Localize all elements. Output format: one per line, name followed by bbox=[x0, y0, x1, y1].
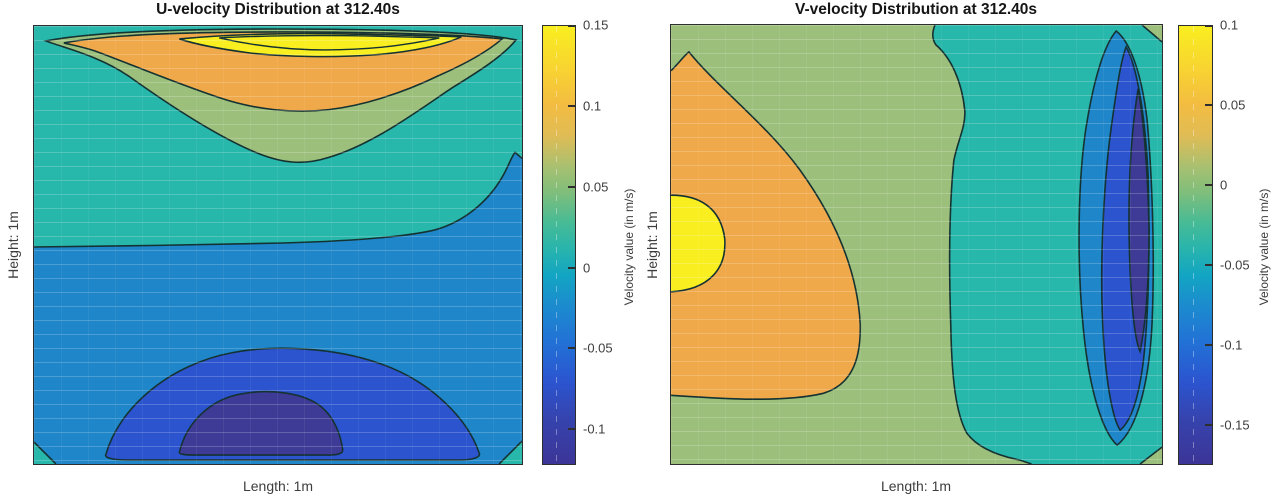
u-colorbar-tick-mark bbox=[568, 428, 575, 430]
u-band-indigo-dome bbox=[178, 390, 344, 456]
v-contour-line-yellow bbox=[671, 194, 726, 293]
u-plot-x-axis-label: Length: 1m bbox=[242, 478, 314, 494]
u-colorbar-tick-label: 0.1 bbox=[583, 98, 602, 114]
u-colorbar-tick-mark bbox=[568, 267, 575, 269]
v-colorbar-label: Velocity value (in m/s) bbox=[1257, 188, 1271, 306]
u-colorbar-tick-label: -0.05 bbox=[583, 340, 613, 356]
v-plot-contour-svg bbox=[671, 25, 1162, 464]
v-colorbar-tick-label: -0.05 bbox=[1220, 257, 1250, 273]
v-colorbar-tick-mark bbox=[1205, 184, 1212, 186]
u-colorbar-tick-label: 0.05 bbox=[583, 179, 609, 195]
u-plot-title: U-velocity Distribution at 312.40s bbox=[156, 1, 400, 18]
v-band-orange-region bbox=[671, 51, 861, 400]
v-colorbar-tick-label: -0.1 bbox=[1220, 337, 1243, 353]
u-corner-line-bottom-left bbox=[34, 441, 57, 464]
v-plot-area bbox=[670, 24, 1163, 465]
v-contour-line-orange bbox=[671, 50, 862, 401]
u-contour-inner-yellow bbox=[219, 35, 440, 51]
u-colorbar-tick-mark bbox=[568, 186, 575, 188]
u-contour-line-zero bbox=[34, 151, 522, 248]
u-plot-y-axis-label: Height: 1m bbox=[5, 211, 21, 279]
v-plot-colorbar bbox=[1178, 25, 1213, 465]
v-colorbar-tick-mark bbox=[1205, 104, 1212, 106]
u-plot-colorbar bbox=[542, 25, 576, 465]
u-plot-contour-svg bbox=[34, 26, 522, 464]
v-colorbar-tick-mark bbox=[1205, 25, 1212, 27]
v-corner-line-bottom-right bbox=[1139, 446, 1162, 464]
v-colorbar-tick-label: 0 bbox=[1220, 177, 1228, 193]
v-band-indigo-sliver bbox=[1128, 88, 1150, 355]
u-colorbar-tick-mark bbox=[568, 347, 575, 349]
u-plot-area bbox=[33, 25, 523, 465]
u-colorbar-tick-label: 0 bbox=[583, 260, 591, 276]
v-band-yellow-blob bbox=[671, 195, 725, 292]
v-contour-line-zero bbox=[932, 25, 1032, 464]
v-plot-x-axis-label: Length: 1m bbox=[880, 478, 952, 494]
u-colorbar-tick-mark bbox=[568, 25, 575, 27]
u-colorbar-label: Velocity value (in m/s) bbox=[622, 188, 636, 306]
u-colorbar-tick-label: 0.15 bbox=[583, 17, 609, 33]
v-colorbar-tick-label: 0.05 bbox=[1220, 97, 1246, 113]
u-corner-line-bottom-right bbox=[498, 440, 522, 464]
v-colorbar-tick-label: -0.15 bbox=[1220, 417, 1250, 433]
v-plot-y-axis-label: Height: 1m bbox=[644, 211, 660, 279]
v-plot-title: V-velocity Distribution at 312.40s bbox=[794, 1, 1038, 18]
v-corner-line-top-right bbox=[1141, 25, 1162, 43]
v-colorbar-tick-mark bbox=[1205, 264, 1212, 266]
v-colorbar-tick-mark bbox=[1205, 344, 1212, 346]
v-colorbar-tick-mark bbox=[1205, 424, 1212, 426]
u-colorbar-tick-mark bbox=[568, 105, 575, 107]
u-colorbar-tick-label: -0.1 bbox=[583, 421, 606, 437]
v-colorbar-tick-label: 0.1 bbox=[1220, 17, 1239, 33]
